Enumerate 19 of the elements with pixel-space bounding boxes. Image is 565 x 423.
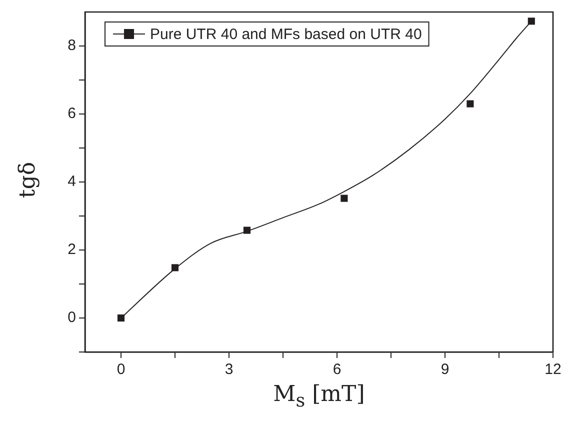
x-tick-label: 12 <box>544 361 562 378</box>
point <box>117 314 125 322</box>
y-tick-label: 4 <box>68 173 76 190</box>
x-tick-label: 0 <box>116 361 126 378</box>
y-tick-label: 6 <box>68 105 76 122</box>
point <box>528 18 535 25</box>
x-tick-label: 3 <box>224 361 234 378</box>
x-axis-title: M$_{s}$ [mT] <box>272 382 366 412</box>
legend-label: Pure UTR 40 and MFs based on UTR 40 <box>150 26 422 44</box>
point <box>466 100 474 108</box>
y-tick-label: 8 <box>68 37 76 54</box>
y-axis-title: tgδ <box>16 162 40 198</box>
point <box>243 226 251 234</box>
x-tick-label: 6 <box>332 361 342 378</box>
x-tick-label: 9 <box>440 361 450 378</box>
y-tick-label: 2 <box>68 241 76 258</box>
point <box>171 264 179 272</box>
y-tick-label: 0 <box>68 309 76 326</box>
point <box>340 194 348 202</box>
